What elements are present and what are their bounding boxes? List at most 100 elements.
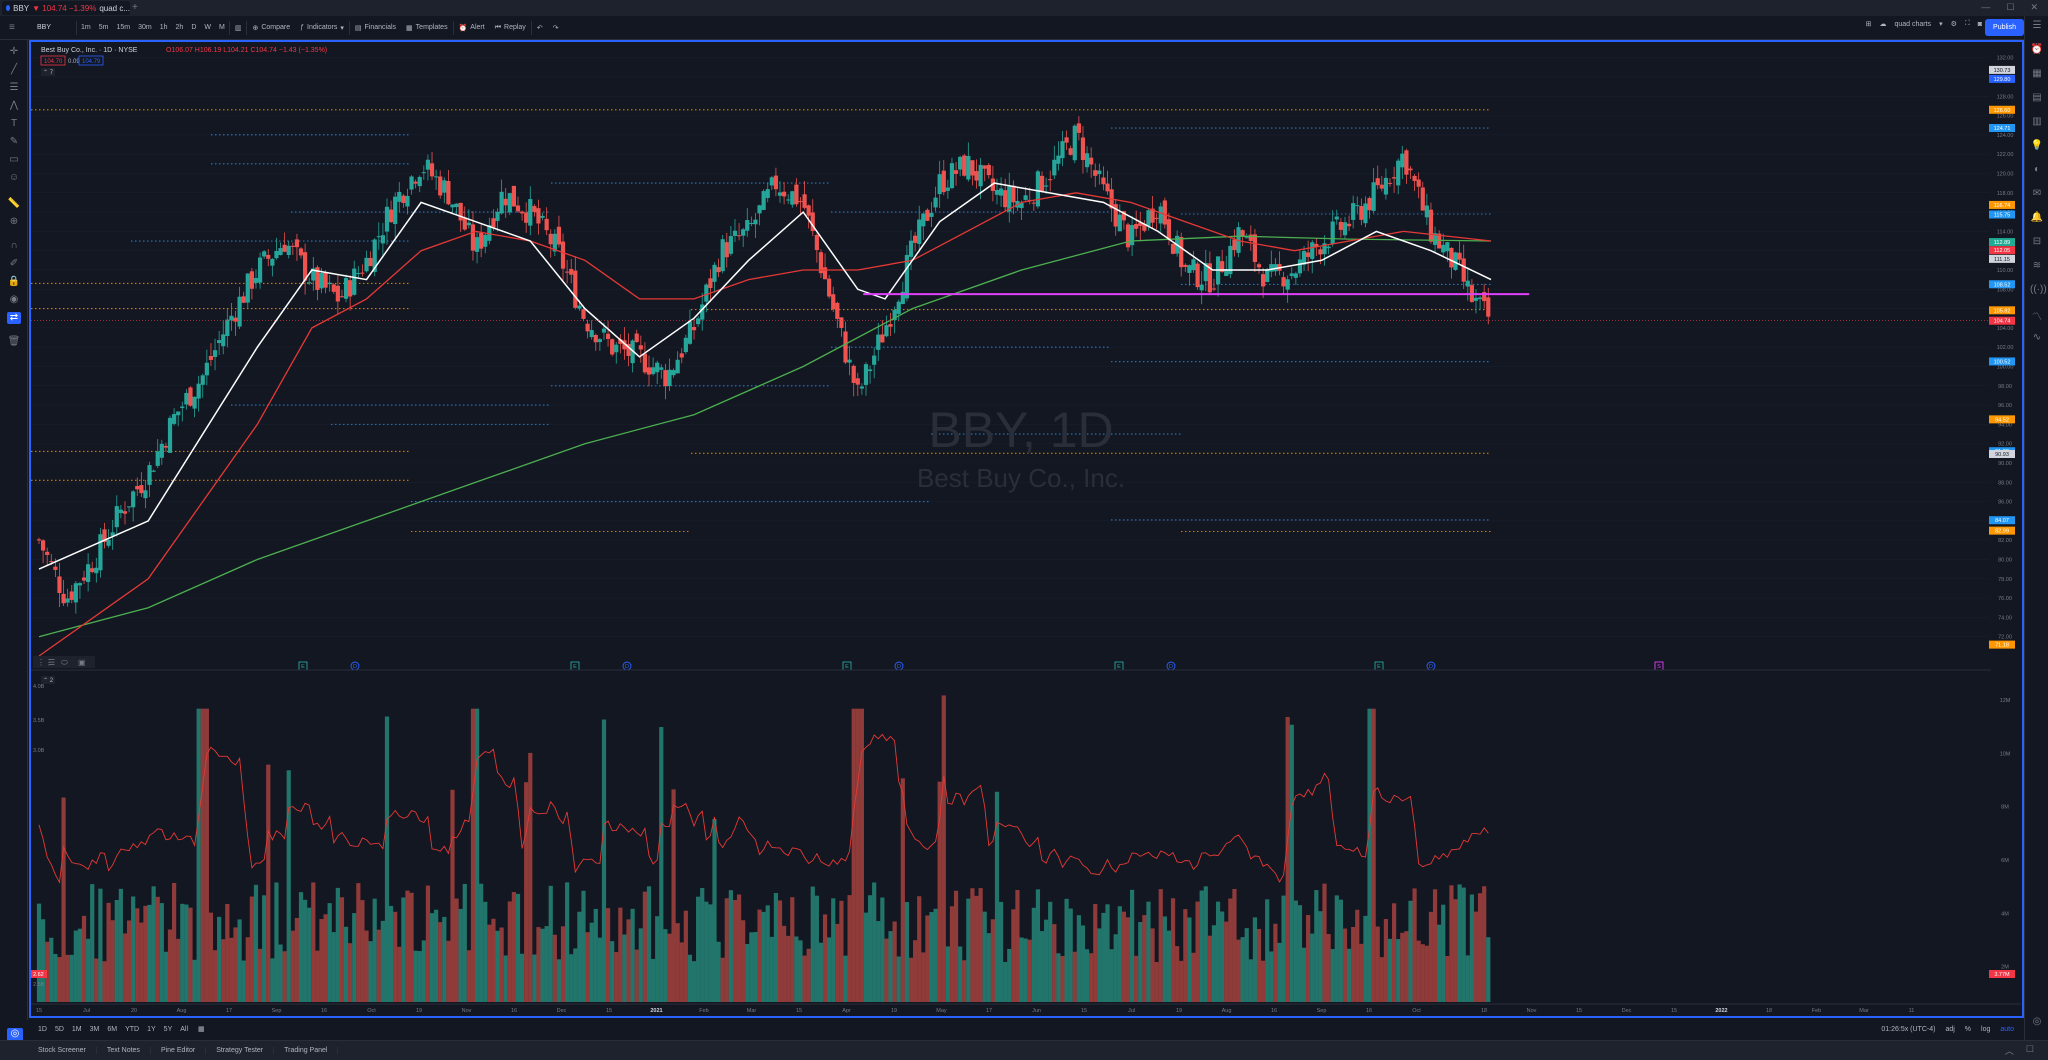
trash-icon[interactable]: 🗑: [7, 336, 21, 347]
pattern-icon[interactable]: ⋀: [9, 100, 19, 111]
chevron-down-icon[interactable]: ▾: [1939, 21, 1943, 28]
panel-tab-stock-screener[interactable]: Stock Screener: [28, 1047, 97, 1054]
range-ytd[interactable]: YTD: [125, 1025, 140, 1033]
interval-30m[interactable]: 30m: [138, 24, 152, 31]
help-icon[interactable]: ◎: [2032, 1016, 2042, 1027]
clock-time[interactable]: 01:26:5x (UTC-4): [1881, 1025, 1936, 1033]
interval-5m[interactable]: 5m: [98, 24, 109, 31]
event-marker[interactable]: D: [894, 661, 904, 671]
trend-line-icon[interactable]: ╱: [10, 64, 18, 75]
interval-W[interactable]: W: [204, 24, 211, 31]
legend-collapse-button[interactable]: [41, 68, 55, 76]
lines-icon[interactable]: ☰: [48, 658, 55, 667]
measure-icon[interactable]: ▭: [9, 154, 19, 165]
chart-area[interactable]: BBY, 1D Best Buy Co., Inc. E D E D E D E D E D S 1…: [29, 40, 2024, 1018]
event-marker[interactable]: E: [1374, 661, 1384, 671]
adj-toggle[interactable]: adj: [1945, 1025, 1955, 1033]
range-1m[interactable]: 1M: [71, 1025, 82, 1033]
close-icon[interactable]: ✕: [2030, 2, 2038, 12]
interval-1h[interactable]: 1h: [159, 24, 168, 31]
range-1d[interactable]: 1D: [38, 1025, 47, 1033]
volume-collapse-button[interactable]: [41, 676, 55, 684]
collapse-panel-icon[interactable]: ︿: [2004, 1046, 2014, 1056]
dom-icon[interactable]: ≋: [2032, 260, 2042, 271]
calendar-range-icon[interactable]: ▦: [198, 1026, 205, 1033]
maximize-panel-icon[interactable]: ☐: [2025, 1044, 2034, 1054]
event-marker[interactable]: E: [842, 661, 852, 671]
legend-title[interactable]: Best Buy Co., Inc. · 1D · NYSE: [41, 47, 138, 54]
event-marker[interactable]: D: [1166, 661, 1176, 671]
panel-tab-strategy-tester[interactable]: Strategy Tester: [206, 1047, 275, 1054]
wave-icon[interactable]: ∿: [2032, 332, 2042, 343]
shape-icon[interactable]: ⬭: [61, 658, 68, 667]
ruler-icon[interactable]: 📏: [7, 198, 21, 209]
publish-button[interactable]: Publish: [1985, 19, 2024, 36]
volume-axis[interactable]: 12M 10M 8M 6M 4M 2M3.77M: [1989, 698, 2015, 978]
event-marker[interactable]: E: [570, 661, 580, 671]
zoom-icon[interactable]: ⊕: [9, 216, 19, 227]
panel-tab-text-notes[interactable]: Text Notes: [97, 1047, 151, 1054]
price-chart[interactable]: BBY, 1D Best Buy Co., Inc. E D E D E D E D E D S 1…: [31, 42, 2022, 1016]
magnet-icon[interactable]: ∩: [10, 240, 18, 251]
layout-icon[interactable]: ⊞: [1865, 21, 1872, 28]
range-5d[interactable]: 5D: [54, 1025, 64, 1033]
calendar-icon[interactable]: ▥: [2032, 116, 2042, 127]
log-toggle[interactable]: log: [1981, 1025, 1991, 1033]
range-3m[interactable]: 3M: [89, 1025, 100, 1033]
sync-icon[interactable]: ⇄: [7, 312, 21, 324]
streams-icon[interactable]: ◐: [2033, 164, 2041, 175]
event-marker[interactable]: D: [1426, 661, 1436, 671]
data-window-icon[interactable]: ▦: [2032, 68, 2042, 79]
alerts-icon[interactable]: ⏰: [2030, 44, 2044, 55]
maximize-icon[interactable]: ☐: [2006, 2, 2015, 12]
alert-button[interactable]: ⏰ Alert: [454, 24, 490, 32]
interval-D[interactable]: D: [191, 24, 197, 31]
percent-toggle[interactable]: %: [1964, 1025, 1972, 1033]
event-marker[interactable]: E: [298, 661, 308, 671]
ideas-icon[interactable]: 💡: [2030, 140, 2044, 151]
price-axis[interactable]: 132.00130.00128.00126.00124.00122.00120.…: [1989, 42, 2022, 670]
rect-icon[interactable]: ▣: [78, 658, 86, 667]
lock-icon[interactable]: 🔒: [7, 276, 21, 287]
fullscreen-icon[interactable]: ⛶: [1964, 20, 1970, 27]
text-tool-icon[interactable]: T: [10, 118, 18, 129]
replay-button[interactable]: ⏮ Replay: [490, 24, 531, 32]
bid-box[interactable]: [40, 55, 66, 66]
new-tab-button[interactable]: +: [132, 2, 138, 13]
minimize-icon[interactable]: —: [1981, 2, 1991, 12]
chat-icon[interactable]: ✉: [2032, 188, 2042, 199]
redo-button[interactable]: ↷: [548, 24, 564, 32]
financials-button[interactable]: ▤ Financials: [350, 24, 401, 32]
symbol-search[interactable]: BBY: [37, 24, 52, 31]
panel-tab-trading-panel[interactable]: Trading Panel: [274, 1047, 339, 1054]
interval-2h[interactable]: 2h: [175, 24, 184, 31]
icons-tool-icon[interactable]: ☺: [8, 172, 20, 183]
range-1y[interactable]: 1Y: [147, 1025, 156, 1033]
range-6m[interactable]: 6M: [107, 1025, 118, 1033]
range-all[interactable]: All: [180, 1025, 189, 1033]
chart-type-button[interactable]: ▥: [230, 24, 247, 32]
eye-icon[interactable]: ◉: [9, 294, 19, 305]
time-axis[interactable]: 15 Jul 20 Aug 17 Sep 16 Oct 19 Nov 16 Dec 15 2021 Feb M…: [31, 1003, 2021, 1014]
hotlists-icon[interactable]: ▤: [2032, 92, 2042, 103]
gear-icon[interactable]: ⚙: [1950, 21, 1957, 28]
trend-icon[interactable]: 〽: [2032, 312, 2042, 323]
indicators-button[interactable]: ƒ Indicators ▾: [295, 24, 349, 32]
event-marker[interactable]: D: [622, 661, 632, 671]
event-marker[interactable]: D: [350, 661, 360, 671]
panel-tab-pine-editor[interactable]: Pine Editor: [151, 1047, 207, 1054]
camera-icon[interactable]: ◙: [1977, 20, 1982, 28]
auto-toggle[interactable]: auto: [2000, 1025, 2014, 1033]
chart-tab[interactable]: BBY ▼ 104.74 −1.39% quad c...: [2, 1, 130, 15]
interval-15m[interactable]: 15m: [116, 24, 131, 31]
layout-name[interactable]: quad charts: [1894, 20, 1932, 28]
compare-button[interactable]: ⊕ Compare: [247, 24, 295, 32]
ask-box[interactable]: [78, 55, 104, 66]
notifications-icon[interactable]: 🔔: [2030, 212, 2044, 223]
menu-icon[interactable]: ≡: [9, 22, 15, 33]
templates-button[interactable]: ▦ Templates: [401, 24, 453, 32]
event-marker[interactable]: E: [1114, 661, 1124, 671]
watchlist-icon[interactable]: ☰: [2032, 20, 2042, 31]
interval-1m[interactable]: 1m: [81, 24, 91, 31]
lock-draw-icon[interactable]: ✐: [9, 258, 19, 269]
